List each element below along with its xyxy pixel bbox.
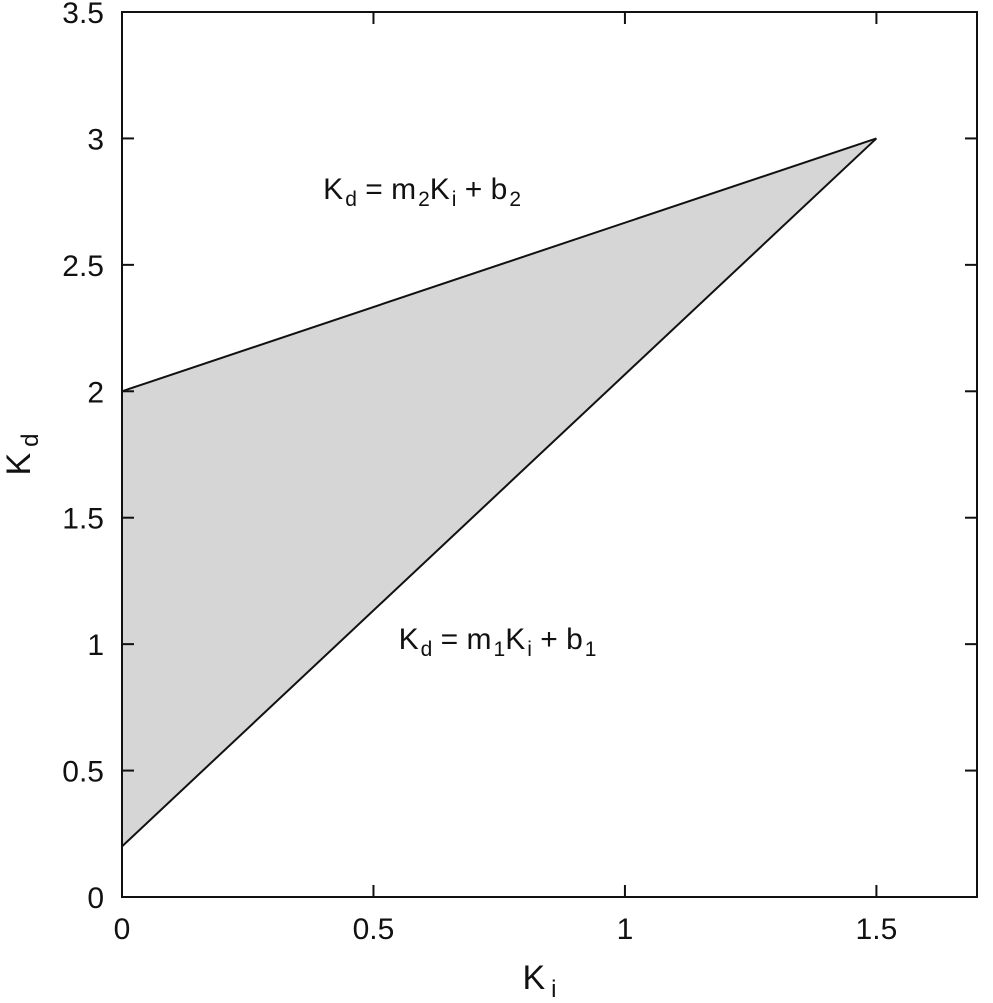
equation-subscript: 2 bbox=[509, 188, 521, 211]
boundary-line-1 bbox=[121, 137, 877, 393]
equation-text: = m bbox=[432, 623, 491, 656]
x-tick-label: 1 bbox=[617, 913, 634, 946]
y-tick-label: 0 bbox=[87, 882, 104, 915]
y-tick-label: 2 bbox=[87, 376, 104, 409]
y-tick-label: 3.5 bbox=[62, 0, 104, 30]
equation-text: K bbox=[399, 623, 419, 656]
y-axis-label-main: K bbox=[0, 453, 38, 476]
y-tick-label: 2.5 bbox=[62, 250, 104, 283]
x-axis-label-sub: i bbox=[551, 976, 556, 1003]
equation-subscript: d bbox=[345, 188, 357, 211]
equation-text: K bbox=[505, 623, 525, 656]
equation-subscript: i bbox=[452, 188, 457, 211]
y-axis-label-sub: d bbox=[17, 433, 44, 446]
equation-text: + b bbox=[456, 173, 507, 206]
x-axis-label-main: K bbox=[522, 959, 545, 997]
equation-text: + b bbox=[532, 623, 583, 656]
equation-text: K bbox=[430, 173, 450, 206]
equation-label-2: Kd = m1Ki + b1 bbox=[399, 623, 597, 661]
y-tick-label: 1 bbox=[87, 629, 104, 662]
x-tick-label: 0 bbox=[114, 913, 131, 946]
boundary-line-2 bbox=[121, 137, 878, 848]
equation-subscript: i bbox=[527, 638, 532, 661]
y-tick-label: 1.5 bbox=[62, 503, 104, 536]
x-tick-label: 0.5 bbox=[353, 913, 395, 946]
equation-subscript: 2 bbox=[418, 188, 430, 211]
y-tick-label: 3 bbox=[87, 123, 104, 156]
x-tick-label: 1.5 bbox=[856, 913, 898, 946]
y-axis-label: Kd bbox=[0, 433, 44, 475]
equation-subscript: d bbox=[421, 638, 433, 661]
equation-text: = m bbox=[357, 173, 416, 206]
equation-label-1: Kd = m2Ki + b2 bbox=[323, 173, 521, 211]
y-tick-label: 0.5 bbox=[62, 756, 104, 789]
equation-text: K bbox=[323, 173, 343, 206]
plot-frame bbox=[121, 11, 978, 898]
equation-subscript: 1 bbox=[585, 638, 597, 661]
equation-subscript: 1 bbox=[494, 638, 506, 661]
